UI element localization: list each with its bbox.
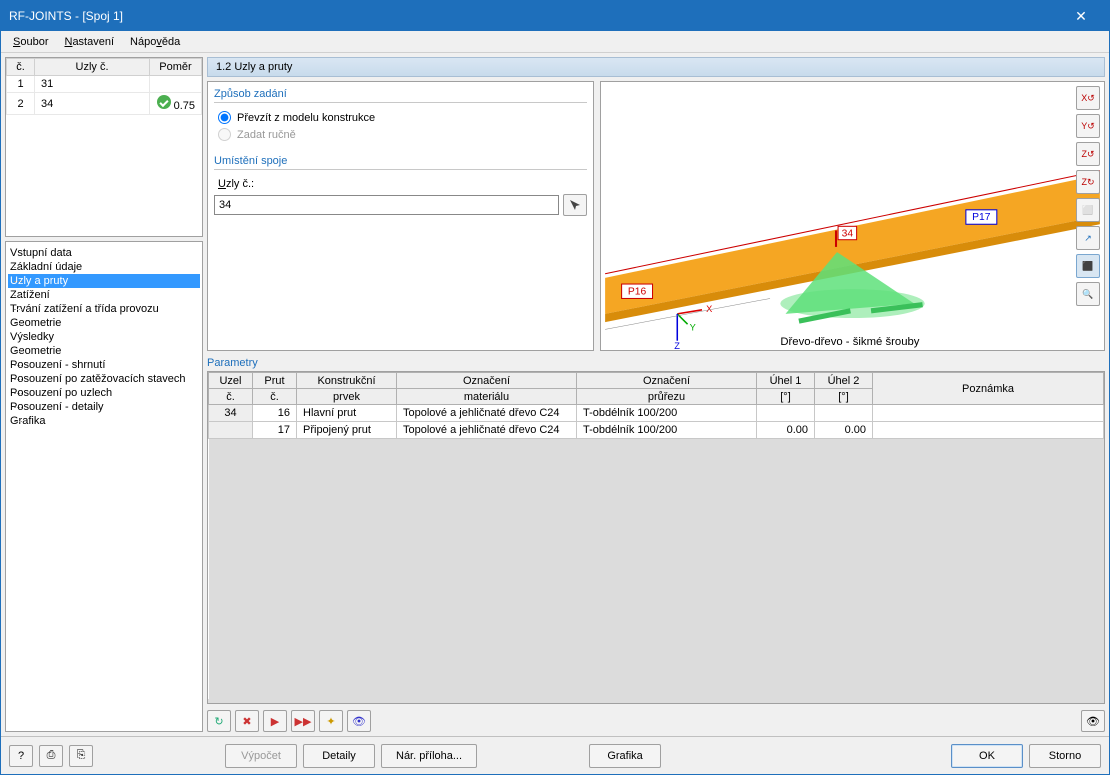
view-tool-button[interactable]: Z↺ <box>1076 142 1100 166</box>
params-tool-button[interactable]: 👁 <box>347 710 371 732</box>
params-tool-button[interactable]: ✦ <box>319 710 343 732</box>
form-panel: Způsob zadání Převzít z modelu konstrukc… <box>207 81 594 351</box>
col-note: Poznámka <box>873 373 1104 405</box>
tree-item[interactable]: Posouzení po zatěžovacích stavech <box>8 372 200 386</box>
radio-manual: Zadat ručně <box>214 126 587 143</box>
svg-text:34: 34 <box>842 229 854 240</box>
menu-nastaveni[interactable]: Nastavení <box>56 34 122 50</box>
pick-node-button[interactable] <box>563 194 587 216</box>
input-method-legend: Způsob zadání <box>214 88 587 103</box>
nodes-label: Uzly č.: <box>214 176 587 192</box>
col-prurez: Označení <box>577 373 757 389</box>
view-toggle-button[interactable]: 👁 <box>1081 710 1105 732</box>
svg-text:Y: Y <box>690 322 696 332</box>
window-title: RF-JOINTS - [Spoj 1] <box>9 9 1061 23</box>
cancel-button[interactable]: Storno <box>1029 744 1101 768</box>
radio-from-model[interactable]: Převzít z modelu konstrukce <box>214 109 587 126</box>
annex-button[interactable]: Nár. příloha... <box>381 744 477 768</box>
grafika-button[interactable]: Grafika <box>589 744 661 768</box>
col-uzel: Uzel <box>209 373 253 389</box>
joint-list: č. Uzly č. Poměr 131234 0.75 <box>5 57 203 237</box>
close-button[interactable]: ✕ <box>1061 1 1101 31</box>
svg-text:Z: Z <box>674 341 680 350</box>
list-item[interactable]: 234 0.75 <box>7 93 202 115</box>
col-uhel2: Úhel 2 <box>815 373 873 389</box>
ok-icon <box>157 95 171 109</box>
col-nodes: Uzly č. <box>35 59 150 76</box>
col-ratio: Poměr <box>150 59 202 76</box>
params-table: Uzel Prut Konstrukční Označení Označení … <box>208 372 1104 699</box>
section-title: 1.2 Uzly a pruty <box>207 57 1105 77</box>
col-prvek: Konstrukční <box>297 373 397 389</box>
help-button[interactable]: ? <box>9 745 33 767</box>
table-row[interactable]: 3416Hlavní prutTopolové a jehličnaté dře… <box>209 405 1104 422</box>
location-legend: Umístění spoje <box>214 155 587 170</box>
tree-item[interactable]: Posouzení - detaily <box>8 400 200 414</box>
radio-manual-input <box>218 128 231 141</box>
export-button[interactable]: ⎙ <box>39 745 63 767</box>
tree-item[interactable]: Zatížení <box>8 288 200 302</box>
tree-item[interactable]: Posouzení - shrnutí <box>8 358 200 372</box>
col-material: Označení <box>397 373 577 389</box>
svg-text:X: X <box>706 304 712 314</box>
tree-item[interactable]: Posouzení po uzlech <box>8 386 200 400</box>
svg-text:P17: P17 <box>972 212 991 223</box>
tree-item[interactable]: Geometrie <box>8 316 200 330</box>
svg-text:P16: P16 <box>628 286 647 297</box>
tree-group-results[interactable]: Výsledky <box>8 330 200 344</box>
tree-group-input[interactable]: Vstupní data <box>8 246 200 260</box>
tree-item[interactable]: Grafika <box>8 414 200 428</box>
params-tool-button[interactable]: ✖ <box>235 710 259 732</box>
col-prut: Prut <box>253 373 297 389</box>
view-tool-button[interactable]: ⬛ <box>1076 254 1100 278</box>
titlebar: RF-JOINTS - [Spoj 1] ✕ <box>1 1 1109 31</box>
nodes-input[interactable] <box>214 195 559 215</box>
3d-viewport[interactable]: 34 P16 P17 X Y Z Dřevo-dřevo - šikmé šro… <box>600 81 1105 351</box>
tree-item[interactable]: Základní údaje <box>8 260 200 274</box>
params-tool-button[interactable]: ↻ <box>207 710 231 732</box>
col-num: č. <box>7 59 35 76</box>
view-tool-button[interactable]: 🔍 <box>1076 282 1100 306</box>
navigator-tree: Vstupní dataZákladní údajeUzly a prutyZa… <box>5 241 203 732</box>
col-uhel1: Úhel 1 <box>757 373 815 389</box>
view-tool-button[interactable]: ↗ <box>1076 226 1100 250</box>
table-row[interactable]: 17Připojený prutTopolové a jehličnaté dř… <box>209 422 1104 439</box>
import-button[interactable]: ⎘ <box>69 745 93 767</box>
radio-from-model-input[interactable] <box>218 111 231 124</box>
params-legend: Parametry <box>207 355 1105 371</box>
svg-text:Dřevo-dřevo - šikmé šrouby: Dřevo-dřevo - šikmé šrouby <box>780 336 919 348</box>
params-tool-button[interactable]: ▶ <box>263 710 287 732</box>
menu-soubor[interactable]: Soubor <box>5 34 56 50</box>
view-tool-button[interactable]: ⬜ <box>1076 198 1100 222</box>
params-tool-button[interactable]: ▶▶ <box>291 710 315 732</box>
view-tool-button[interactable]: X↺ <box>1076 86 1100 110</box>
menu-napoveda[interactable]: Nápověda <box>122 34 188 50</box>
footer: ? ⎙ ⎘ Výpočet Detaily Nár. příloha... Gr… <box>1 736 1109 774</box>
details-button[interactable]: Detaily <box>303 744 375 768</box>
tree-item[interactable]: Uzly a pruty <box>8 274 200 288</box>
list-item[interactable]: 131 <box>7 76 202 93</box>
tree-item[interactable]: Geometrie <box>8 344 200 358</box>
calc-button: Výpočet <box>225 744 297 768</box>
menubar: Soubor Nastavení Nápověda <box>1 31 1109 53</box>
tree-item[interactable]: Trvání zatížení a třída provozu <box>8 302 200 316</box>
view-tool-button[interactable]: Z↻ <box>1076 170 1100 194</box>
view-tool-button[interactable]: Y↺ <box>1076 114 1100 138</box>
ok-button[interactable]: OK <box>951 744 1023 768</box>
